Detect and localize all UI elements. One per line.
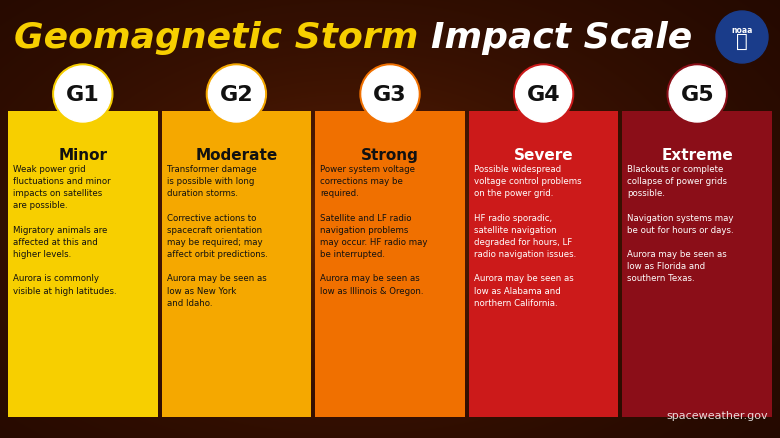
Text: Severe: Severe bbox=[514, 148, 573, 162]
FancyBboxPatch shape bbox=[622, 112, 772, 417]
Text: G1: G1 bbox=[66, 85, 100, 105]
Circle shape bbox=[669, 67, 725, 123]
Circle shape bbox=[207, 65, 267, 125]
Text: G5: G5 bbox=[680, 85, 714, 105]
Text: spaceweather.gov: spaceweather.gov bbox=[666, 410, 768, 420]
Text: Extreme: Extreme bbox=[661, 148, 733, 162]
Circle shape bbox=[513, 65, 573, 125]
Text: Geomagnetic Storm: Geomagnetic Storm bbox=[14, 21, 431, 55]
Text: Power system voltage
corrections may be
required.

Satellite and LF radio
naviga: Power system voltage corrections may be … bbox=[321, 165, 427, 295]
FancyBboxPatch shape bbox=[8, 112, 158, 417]
FancyBboxPatch shape bbox=[161, 112, 311, 417]
Text: Blackouts or complete
collapse of power grids
possible.

Navigation systems may
: Blackouts or complete collapse of power … bbox=[627, 165, 734, 283]
Text: Impact Scale: Impact Scale bbox=[431, 21, 693, 55]
Text: Minor: Minor bbox=[58, 148, 108, 162]
Text: Moderate: Moderate bbox=[195, 148, 278, 162]
Circle shape bbox=[716, 12, 768, 64]
Text: Strong: Strong bbox=[361, 148, 419, 162]
Text: Transformer damage
is possible with long
duration storms.

Corrective actions to: Transformer damage is possible with long… bbox=[167, 165, 268, 307]
Circle shape bbox=[53, 65, 113, 125]
Circle shape bbox=[667, 65, 727, 125]
Text: 〜: 〜 bbox=[736, 32, 748, 50]
Circle shape bbox=[360, 65, 420, 125]
Text: Weak power grid
fluctuations and minor
impacts on satellites
are possible.

Migr: Weak power grid fluctuations and minor i… bbox=[13, 165, 117, 295]
FancyBboxPatch shape bbox=[315, 112, 465, 417]
Circle shape bbox=[208, 67, 264, 123]
Circle shape bbox=[55, 67, 111, 123]
Circle shape bbox=[362, 67, 418, 123]
Text: G3: G3 bbox=[373, 85, 407, 105]
Text: noaa: noaa bbox=[732, 25, 753, 35]
Text: G4: G4 bbox=[526, 85, 560, 105]
Text: G2: G2 bbox=[220, 85, 254, 105]
FancyBboxPatch shape bbox=[469, 112, 619, 417]
Text: Possible widespread
voltage control problems
on the power grid.

HF radio sporad: Possible widespread voltage control prob… bbox=[473, 165, 581, 307]
Circle shape bbox=[516, 67, 572, 123]
